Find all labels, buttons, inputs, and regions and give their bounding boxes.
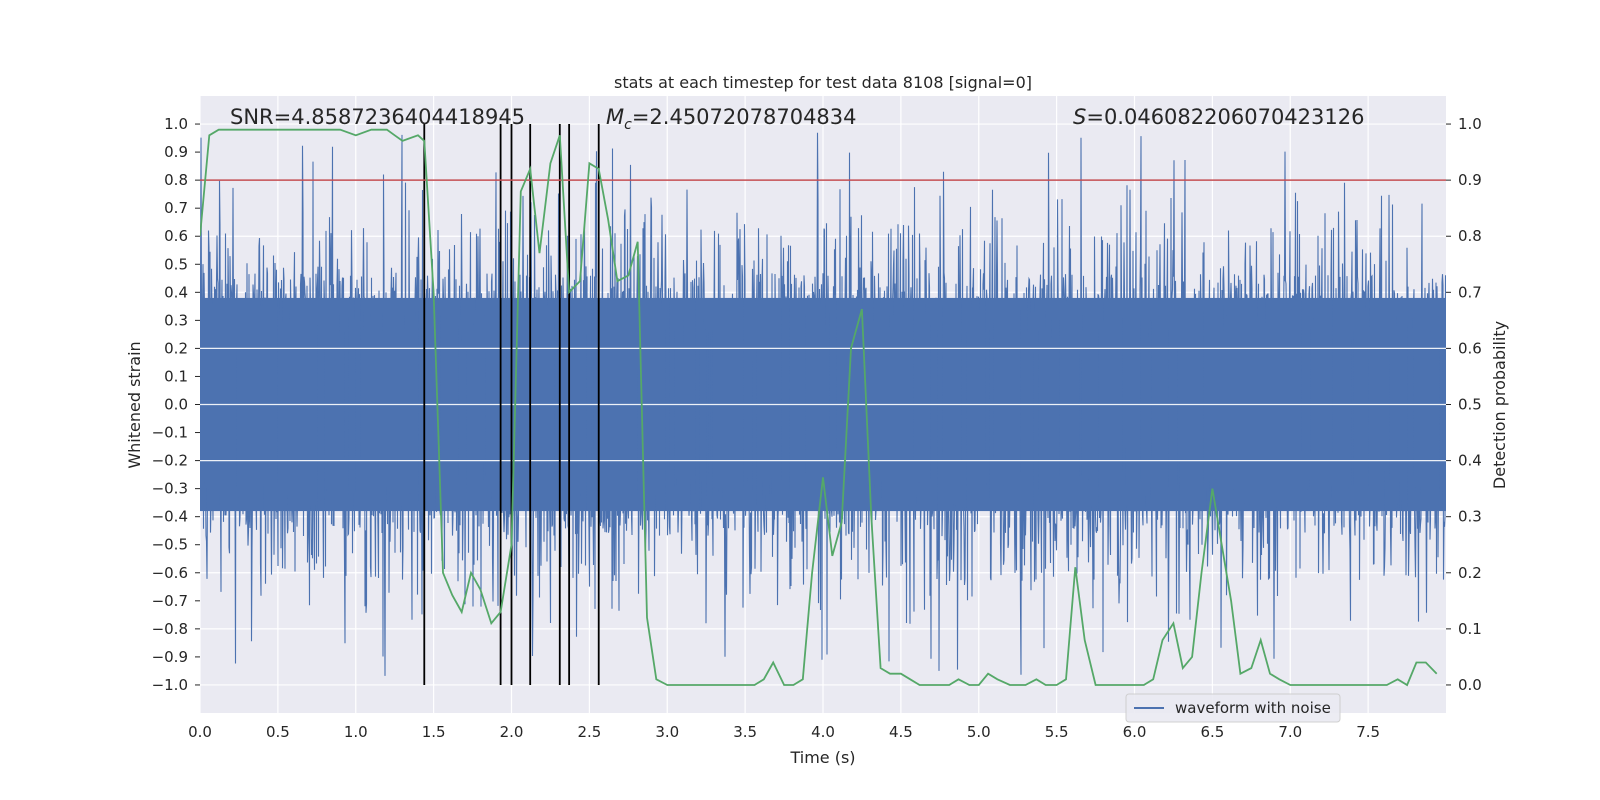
y-tick-label: −0.1 <box>152 424 188 442</box>
y-tick-label: −0.2 <box>152 452 188 470</box>
y2-tick-label: 1.0 <box>1458 115 1482 133</box>
mc-subscript: c <box>624 117 632 133</box>
y-tick-label: 0.2 <box>164 339 188 357</box>
y2-tick-label: 0.2 <box>1458 564 1482 582</box>
y-tick-label: −0.9 <box>152 648 188 666</box>
s-value: =0.046082206070423126 <box>1086 105 1364 129</box>
x-tick-label: 3.5 <box>733 723 757 741</box>
legend: waveform with noise <box>1125 693 1341 723</box>
x-tick-label: 4.5 <box>889 723 913 741</box>
y-axis-right: 1.0 0.9 0.8 0.7 0.6 0.5 0.4 0.3 0.2 0.1 0.0 <box>1446 115 1482 694</box>
y-tick-label: 0.1 <box>164 367 188 385</box>
y-tick-label: −0.7 <box>152 592 188 610</box>
y2-tick-label: 0.8 <box>1458 227 1482 245</box>
y-tick-label: −0.8 <box>152 620 188 638</box>
x-tick-label: 1.5 <box>422 723 446 741</box>
y2-tick-label: 0.9 <box>1458 171 1482 189</box>
y-tick-label: 0.8 <box>164 171 188 189</box>
mc-symbol: M <box>606 105 624 129</box>
x-tick-label: 5.0 <box>967 723 991 741</box>
chart-title: stats at each timestep for test data 810… <box>614 73 1032 92</box>
y2-tick-label: 0.6 <box>1458 339 1482 357</box>
y2-tick-label: 0.0 <box>1458 676 1482 694</box>
x-tick-label: 6.0 <box>1123 723 1147 741</box>
x-tick-label: 3.0 <box>655 723 679 741</box>
waveform-line <box>200 132 1446 676</box>
x-axis-label: Time (s) <box>789 748 855 767</box>
y-tick-label: −0.5 <box>152 536 188 554</box>
y2-tick-label: 0.5 <box>1458 396 1482 414</box>
x-tick-label: 7.0 <box>1278 723 1302 741</box>
y-tick-label: 0.9 <box>164 143 188 161</box>
y-tick-label: −0.3 <box>152 480 188 498</box>
probability-series <box>200 128 1438 687</box>
y-tick-label: 0.6 <box>164 227 188 245</box>
y-tick-label: 1.0 <box>164 115 188 133</box>
x-tick-label: 6.5 <box>1200 723 1224 741</box>
x-tick-label: 2.0 <box>500 723 524 741</box>
y2-tick-label: 0.3 <box>1458 508 1482 526</box>
x-tick-label: 4.0 <box>811 723 835 741</box>
vertical-markers <box>423 124 600 685</box>
legend-box <box>1125 693 1341 723</box>
y2-tick-label: 0.7 <box>1458 283 1482 301</box>
x-tick-label: 1.0 <box>344 723 368 741</box>
y-axis-label: Whitened strain <box>125 341 144 468</box>
x-tick-label: 5.5 <box>1045 723 1069 741</box>
mc-annotation: Mc=2.45072078704834 <box>606 105 857 133</box>
y-tick-label: −1.0 <box>152 676 188 694</box>
x-tick-label: 0.5 <box>266 723 290 741</box>
probability-line <box>200 128 1438 687</box>
mc-value: =2.45072078704834 <box>632 105 857 129</box>
y-axis-left: 1.0 0.9 0.8 0.7 0.6 0.5 0.4 0.3 0.2 0.1 0.0 −0.1 −0.… <box>152 115 200 694</box>
x-axis: 0.0 0.5 1.0 1.5 2.0 2.5 3.0 3.5 4.0 4.5 5.0 5.5 6.0 6… <box>188 723 1380 741</box>
y-tick-label: −0.4 <box>152 508 188 526</box>
y-tick-label: 0.3 <box>164 311 188 329</box>
waveform-series <box>200 132 1446 676</box>
y-tick-label: −0.6 <box>152 564 188 582</box>
x-tick-label: 7.5 <box>1356 723 1380 741</box>
y-tick-label: 0.7 <box>164 199 188 217</box>
y2-tick-label: 0.1 <box>1458 620 1482 638</box>
s-symbol: S <box>1073 105 1086 129</box>
x-tick-label: 0.0 <box>188 723 212 741</box>
x-tick-label: 2.5 <box>577 723 601 741</box>
s-annotation: S=0.046082206070423126 <box>1073 105 1364 129</box>
y-tick-label: 0.0 <box>164 396 188 414</box>
y2-axis-label: Detection probability <box>1490 321 1509 489</box>
y-tick-label: 0.5 <box>164 255 188 273</box>
y2-tick-label: 0.4 <box>1458 452 1482 470</box>
snr-annotation: SNR=4.8587236404418945 <box>230 105 525 129</box>
legend-label: waveform with noise <box>1175 699 1331 717</box>
y-tick-label: 0.4 <box>164 283 188 301</box>
